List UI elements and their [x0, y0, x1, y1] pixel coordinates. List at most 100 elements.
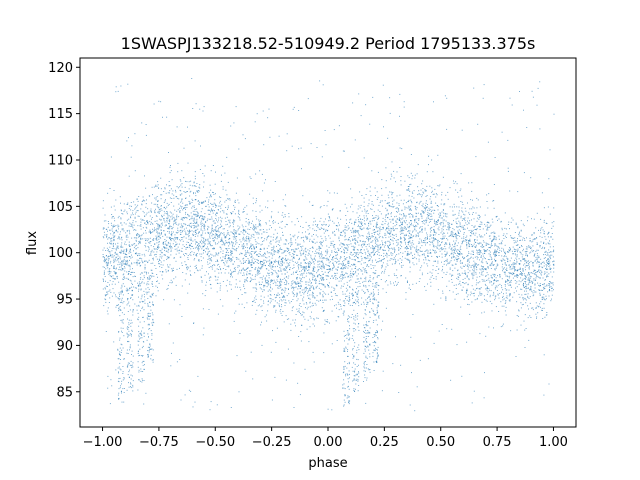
data-point: [255, 298, 257, 300]
data-point: [455, 284, 457, 286]
data-point: [280, 284, 282, 286]
data-point: [194, 175, 196, 177]
data-point: [358, 232, 359, 234]
data-point: [449, 255, 450, 257]
data-point: [258, 267, 260, 269]
data-point: [321, 261, 323, 263]
data-point: [149, 230, 151, 232]
data-point: [263, 300, 264, 302]
data-point: [239, 233, 241, 235]
data-point: [454, 263, 456, 265]
data-point: [365, 280, 367, 282]
data-point: [418, 242, 420, 244]
data-point: [138, 243, 139, 245]
data-point: [326, 259, 328, 261]
data-point: [166, 236, 168, 238]
data-point: [159, 218, 161, 220]
data-point: [254, 269, 256, 270]
data-point: [368, 199, 370, 201]
data-point: [122, 294, 124, 296]
data-point: [469, 220, 471, 222]
data-point: [544, 298, 546, 300]
data-point: [520, 277, 522, 279]
data-point: [140, 235, 142, 237]
data-point: [494, 253, 496, 255]
data-point: [133, 237, 135, 239]
data-point: [309, 248, 311, 249]
data-point: [340, 256, 342, 258]
data-point: [385, 187, 387, 189]
data-point: [359, 235, 361, 237]
data-point: [299, 285, 301, 287]
data-point: [334, 293, 336, 295]
data-point: [444, 235, 446, 237]
data-point: [493, 207, 495, 209]
data-point: [141, 272, 143, 274]
data-point: [176, 250, 178, 252]
data-point: [427, 236, 428, 238]
data-point: [416, 251, 418, 253]
data-point: [410, 248, 412, 250]
data-point: [433, 260, 435, 262]
data-point: [411, 214, 413, 215]
data-point: [157, 235, 159, 237]
data-point: [102, 254, 104, 255]
data-point: [457, 270, 459, 272]
data-point: [435, 224, 437, 226]
data-point: [120, 249, 122, 251]
data-point: [382, 242, 383, 244]
data-point: [298, 244, 300, 246]
data-point: [180, 240, 182, 242]
data-point: [513, 248, 515, 250]
data-point: [516, 277, 518, 278]
data-point: [442, 237, 444, 239]
data-point: [158, 227, 160, 229]
data-point: [335, 278, 337, 280]
data-point: [364, 223, 366, 225]
data-point: [183, 177, 185, 179]
data-point: [220, 260, 222, 262]
data-point: [195, 192, 196, 194]
data-point: [328, 268, 330, 270]
data-point: [223, 262, 225, 263]
data-point: [455, 189, 457, 191]
data-point: [221, 239, 223, 241]
data-point: [387, 232, 389, 234]
data-point: [547, 233, 549, 235]
data-point: [453, 259, 455, 261]
data-point: [486, 201, 488, 202]
data-point: [138, 236, 140, 238]
data-point: [407, 258, 409, 260]
data-point: [471, 301, 473, 303]
data-point: [165, 192, 167, 194]
data-point: [109, 188, 111, 189]
data-point: [253, 225, 255, 227]
data-point: [216, 219, 217, 221]
data-point: [368, 233, 370, 235]
data-point: [224, 236, 226, 238]
data-point: [212, 205, 214, 207]
data-point: [146, 227, 148, 229]
data-point: [155, 268, 157, 269]
data-point: [215, 218, 217, 219]
data-point: [392, 223, 394, 224]
data-point: [225, 254, 227, 256]
data-point: [408, 230, 410, 232]
data-point: [325, 321, 327, 322]
data-point: [368, 285, 370, 287]
data-point: [231, 259, 233, 261]
data-point: [251, 304, 253, 306]
data-point: [514, 269, 516, 271]
data-point: [298, 336, 300, 337]
data-point: [327, 321, 329, 323]
data-point: [259, 211, 261, 213]
data-point: [502, 299, 504, 301]
data-point: [150, 211, 152, 213]
data-point: [206, 281, 207, 283]
data-point: [505, 292, 507, 294]
data-point: [354, 246, 356, 248]
data-point: [137, 233, 139, 235]
data-point: [536, 271, 538, 273]
data-point: [185, 233, 187, 235]
data-point: [480, 274, 482, 276]
